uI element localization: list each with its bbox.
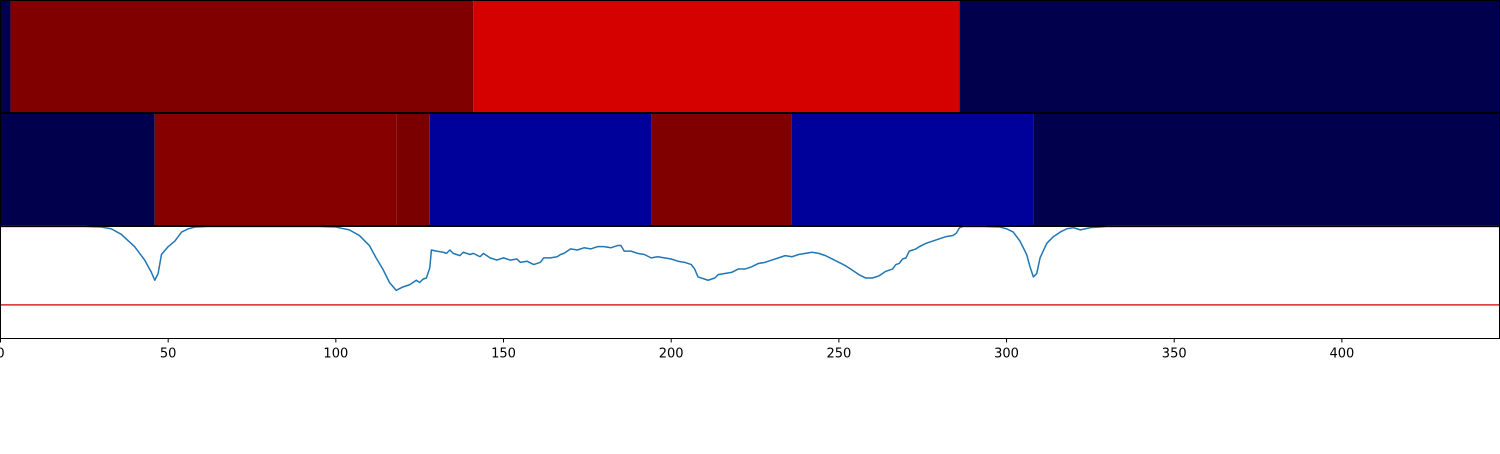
heatmap-top-panel — [0, 0, 1500, 113]
x-tick-label-100: 100 — [323, 347, 348, 362]
heatmap-middle-cell-5 — [791, 113, 1034, 226]
heatmap-middle-cell-3 — [429, 113, 652, 226]
x-tick-label-300: 300 — [994, 347, 1019, 362]
heatmap-top-cell-1 — [10, 0, 474, 113]
heatmap-middle-panel — [0, 113, 1500, 226]
heatmap-middle-cell-0 — [0, 113, 155, 226]
heatmap-top-cell-3 — [959, 0, 1500, 113]
x-tick-label-200: 200 — [659, 347, 684, 362]
heatmap-middle-cell-2 — [396, 113, 430, 226]
x-tick-label-250: 250 — [826, 347, 851, 362]
heatmap-top-cell-0 — [0, 0, 11, 113]
x-tick-label-0: 0 — [0, 347, 5, 362]
heatmap-top-cell-2 — [473, 0, 960, 113]
line-plot-panel — [0, 225, 1500, 339]
x-tick-label-400: 400 — [1329, 347, 1354, 362]
x-tick-label-350: 350 — [1162, 347, 1187, 362]
heatmap-middle-cell-6 — [1033, 113, 1500, 226]
heatmap-middle-cell-1 — [154, 113, 397, 226]
x-tick-label-150: 150 — [491, 347, 516, 362]
heatmap-middle-cell-4 — [651, 113, 792, 226]
line-panel-background — [0, 226, 1500, 339]
series-line-0 — [0, 225, 1500, 292]
x-tick-label-50: 50 — [160, 347, 177, 362]
x-axis: 0 50 100 150 200 250 300 350 400 — [0, 338, 1354, 362]
